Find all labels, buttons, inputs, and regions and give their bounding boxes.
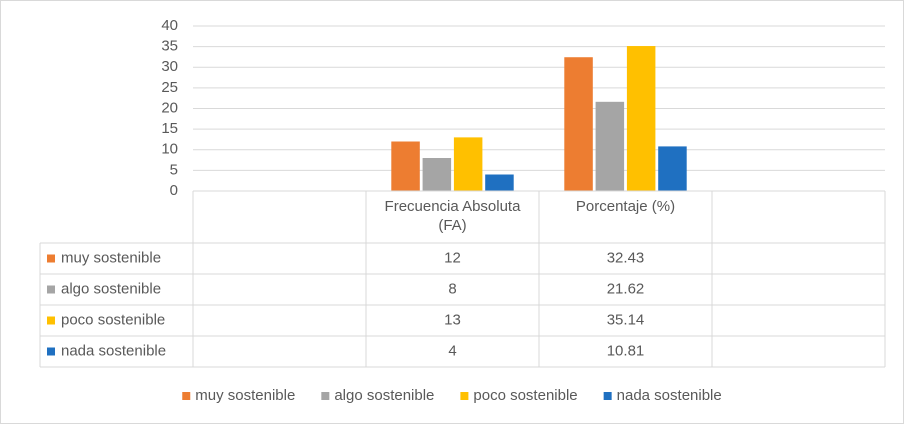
table-legend-key [47, 285, 55, 294]
category-label: Porcentaje (%) [575, 198, 676, 215]
bar [626, 46, 656, 191]
y-tick-label: 25 [161, 79, 178, 96]
legend-key [460, 392, 469, 400]
y-tick-label: 30 [161, 58, 178, 75]
category-text: Porcentaje (%) [575, 198, 676, 215]
table-value: 8 [448, 280, 456, 297]
legend-key [321, 392, 330, 400]
table-legend-key [47, 254, 55, 263]
legend-label: muy sostenible [195, 387, 295, 404]
y-tick-label: 0 [170, 182, 178, 199]
y-tick-label: 35 [161, 38, 178, 55]
series-label: algo sostenible [61, 280, 161, 297]
table-value: 4 [448, 342, 456, 359]
y-tick-label: 5 [170, 161, 178, 178]
legend: muy sostenible algo sostenible poco sosten… [182, 387, 722, 404]
legend-label: algo sostenible [334, 387, 434, 404]
bar [485, 174, 514, 191]
bar [422, 158, 452, 191]
legend-key [182, 392, 191, 400]
bar [658, 146, 687, 191]
table-value: 21.62 [607, 280, 645, 297]
series-label: nada sostenible [61, 342, 166, 359]
y-tick-label: 40 [161, 17, 178, 34]
bar [595, 101, 625, 191]
series-label: muy sostenible [61, 249, 161, 266]
y-tick-label: 20 [161, 99, 178, 116]
table-value: 32.43 [607, 249, 645, 266]
table-legend-key [47, 347, 55, 356]
legend-key [603, 392, 612, 400]
bar [453, 137, 483, 191]
table-legend-key [47, 316, 55, 325]
category-label: Frecuencia Absoluta (FA) [384, 198, 521, 234]
y-tick-label: 10 [161, 141, 178, 158]
y-tick-label: 15 [161, 120, 178, 137]
category-text: Frecuencia Absoluta (FA) [384, 198, 521, 234]
table-value: 12 [444, 249, 461, 266]
series-label: poco sostenible [61, 311, 165, 328]
table-value: 13 [444, 311, 461, 328]
legend-label: nada sostenible [617, 387, 722, 404]
table-value: 10.81 [607, 342, 645, 359]
bar [564, 57, 593, 191]
bar [391, 141, 420, 191]
legend-label: poco sostenible [473, 387, 577, 404]
table-value: 35.14 [607, 311, 645, 328]
